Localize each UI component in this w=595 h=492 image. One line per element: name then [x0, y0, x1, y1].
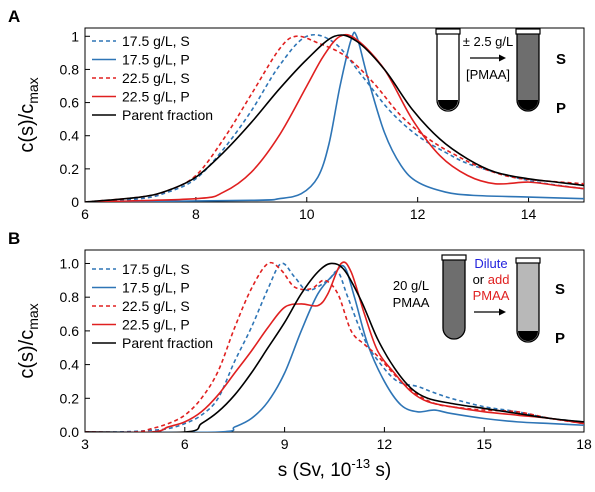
- y-tick-label: 0.6: [60, 95, 80, 111]
- or-add-text: or add: [473, 272, 510, 287]
- x-tick-label: 10: [299, 206, 315, 222]
- legend-label: 22.5 g/L, S: [122, 298, 190, 314]
- x-tick-label: 12: [410, 206, 426, 222]
- inset-a: ± 2.5 g/L [PMAA] S P: [435, 28, 566, 117]
- right-arrow-icon: [470, 54, 506, 62]
- x-tick-label: 3: [81, 436, 89, 452]
- y-tick-label: 0: [71, 194, 79, 210]
- x-tick-label: 6: [81, 206, 89, 222]
- y-tick-label: 0.4: [60, 357, 80, 373]
- x-tick-label: 15: [476, 436, 492, 452]
- tube-pmaa-icon: [441, 254, 467, 340]
- y-tick-label: 0.8: [60, 61, 80, 77]
- inset-arrow-bottom-text: [PMAA]: [466, 67, 510, 82]
- series-line-4: [85, 34, 584, 202]
- pmaa-red-text: PMAA: [473, 288, 510, 303]
- x-tick-label: 8: [192, 206, 200, 222]
- panel-letter-a: A: [8, 7, 20, 26]
- plot-frame: [84, 27, 585, 203]
- legend-label: 22.5 g/L, P: [122, 89, 190, 105]
- series-line-1: [85, 264, 584, 432]
- legend-label: Parent fraction: [122, 335, 213, 351]
- legend-label: 22.5 g/L, P: [122, 317, 190, 333]
- y-tick-label: 1: [71, 28, 79, 44]
- panel-a: A 6 8 10 12 14 0 0.2 0.4 0.6 0.8 1 c(s)/cmax 17.5 g/L…: [8, 7, 585, 222]
- y-axis-label: c(s)/cmax: [16, 303, 41, 378]
- supernatant-label: S: [555, 281, 565, 298]
- series-line-4: [85, 262, 584, 432]
- pellet-label: P: [556, 100, 566, 117]
- legend: 17.5 g/L, S 17.5 g/L, P 22.5 g/L, S 22.5 g/…: [92, 33, 213, 123]
- tube-separated-icon: [515, 28, 541, 112]
- series-line-2: [85, 35, 584, 202]
- series-lines: [85, 31, 584, 202]
- series-line-3: [85, 33, 584, 202]
- panel-b: B 3 6 9 12 15 18 0.0 0.2 0.4 0.6 0.8 1.0 c(s)/cmax s (…: [8, 229, 592, 481]
- x-axis-label: s (Sv, 10-13 s): [278, 456, 391, 481]
- x-tick-label: 9: [281, 436, 289, 452]
- y-axis-label: c(s)/cmax: [16, 77, 41, 152]
- tube-empty-icon: [435, 28, 461, 112]
- y-tick-label: 0.6: [60, 323, 80, 339]
- panel-letter-b: B: [8, 229, 20, 248]
- inset-arrow-top-text: ± 2.5 g/L: [463, 34, 514, 49]
- y-tick-label: 0.8: [60, 289, 80, 305]
- series-line-1: [85, 31, 584, 202]
- legend-label: 17.5 g/L, S: [122, 33, 190, 49]
- inset-left-text-2: PMAA: [393, 295, 430, 310]
- legend-label: 17.5 g/L, P: [122, 280, 190, 296]
- legend: 17.5 g/L, S 17.5 g/L, P 22.5 g/L, S 22.5 g/…: [92, 261, 213, 351]
- x-tick-label: 6: [181, 436, 189, 452]
- series-line-0: [85, 262, 584, 432]
- y-tick-label: 0.0: [60, 424, 80, 440]
- tube-result-icon: [515, 257, 541, 343]
- x-tick-label: 14: [521, 206, 537, 222]
- series-line-3: [85, 261, 584, 432]
- y-tick-label: 1.0: [60, 255, 80, 271]
- dilute-text: Dilute: [474, 256, 507, 271]
- plot-frame: [84, 249, 585, 433]
- y-tick-label: 0.2: [60, 161, 80, 177]
- legend-label: Parent fraction: [122, 107, 213, 123]
- supernatant-label: S: [556, 51, 566, 68]
- legend-label: 17.5 g/L, S: [122, 261, 190, 277]
- x-tick-label: 18: [576, 436, 592, 452]
- y-tick-label: 0.2: [60, 390, 80, 406]
- pellet-label: P: [555, 330, 565, 347]
- y-tick-label: 0.4: [60, 128, 80, 144]
- inset-left-text-1: 20 g/L: [393, 278, 429, 293]
- series-lines: [85, 261, 584, 432]
- x-tick-label: 12: [377, 436, 393, 452]
- legend-label: 17.5 g/L, P: [122, 52, 190, 68]
- series-line-0: [85, 33, 584, 202]
- legend-label: 22.5 g/L, S: [122, 70, 190, 86]
- right-arrow-icon: [474, 308, 506, 316]
